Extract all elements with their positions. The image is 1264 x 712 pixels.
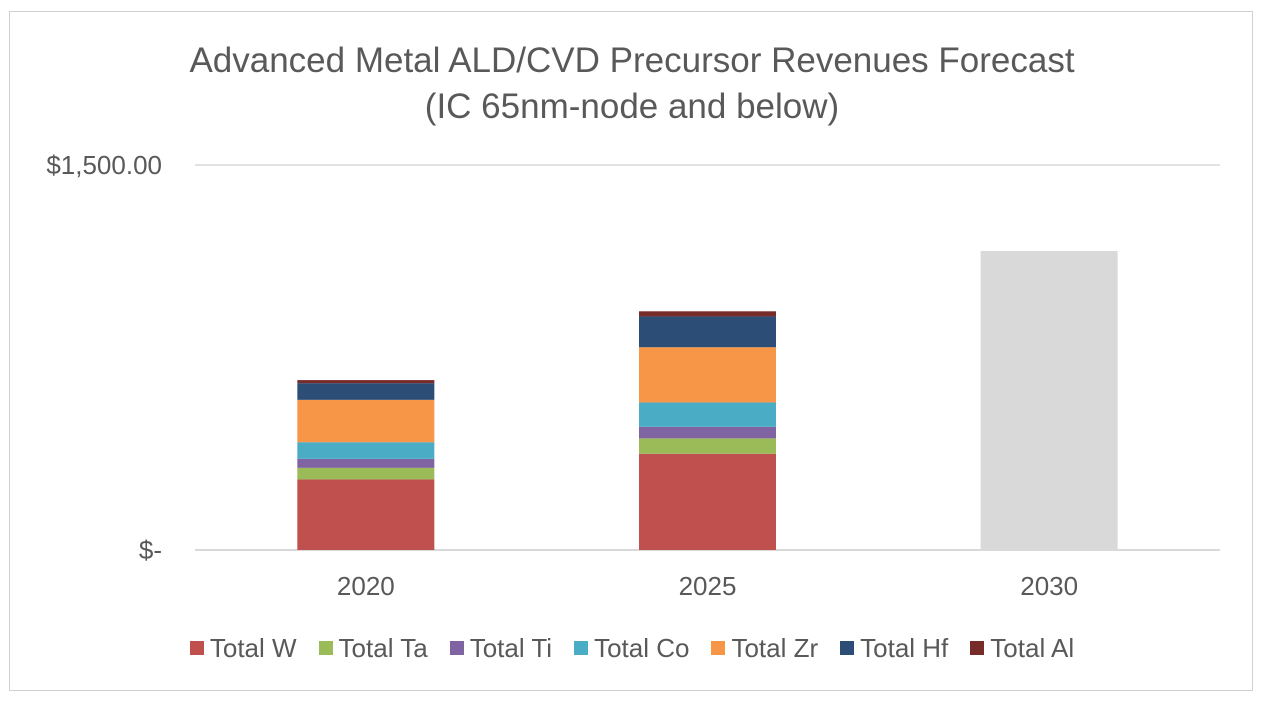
- chart-title: Advanced Metal ALD/CVD Precursor Revenue…: [189, 41, 1075, 80]
- legend-swatch: [189, 641, 204, 655]
- legend-swatch: [711, 641, 726, 655]
- y-tick-label: $-: [139, 535, 162, 565]
- x-tick-label: 2030: [1020, 571, 1078, 601]
- bar-segment-total-hf-2025: [639, 316, 776, 348]
- legend-label: Total Zr: [731, 632, 819, 663]
- legend-swatch: [970, 641, 985, 655]
- legend-swatch: [449, 641, 464, 655]
- legend-item: Total Ti: [449, 632, 553, 664]
- bar-segment-total-ti-2025: [639, 426, 776, 439]
- bar-segment-total-ta-2025: [639, 438, 776, 454]
- legend-label: Total Al: [990, 632, 1075, 663]
- bar-segment-total-co-2025: [639, 402, 776, 427]
- bar-segment-total-al-2025: [639, 311, 776, 317]
- legend-item: Total Zr: [711, 633, 818, 664]
- legend-label: Total Ti: [469, 632, 553, 663]
- bar-segment-total-zr-2020: [297, 399, 435, 443]
- legend-item: Total W: [189, 632, 297, 664]
- bar-segment-total-zr-2025: [639, 347, 776, 403]
- y-tick-label: $1,500.00: [46, 150, 162, 180]
- bar-segment-total-ta-2020: [297, 467, 435, 480]
- legend-item: Total Ta: [318, 632, 428, 664]
- legend-label: Total Hf: [860, 632, 949, 663]
- bar-segment-total-al-2020: [297, 380, 435, 384]
- legend-item: Total Hf: [840, 633, 948, 664]
- legend-label: Total Ta: [338, 632, 428, 663]
- bar-segment-total-w-2025: [639, 453, 776, 550]
- bar-segment-total-hf-2020: [297, 383, 435, 400]
- legend-swatch: [574, 641, 589, 655]
- bar-placeholder-2030: [980, 250, 1118, 550]
- legend-label: Total Co: [594, 632, 690, 663]
- legend-label: Total W: [209, 632, 297, 663]
- chart-legend: Total W Total Ta Total Ti Total Co Total Zr T…: [0, 628, 1264, 668]
- legend-item: Total Al: [970, 633, 1074, 664]
- bar-segment-total-co-2020: [297, 442, 435, 459]
- chart-subtitle: (IC 65nm-node and below): [424, 87, 840, 126]
- x-tick-label: 2025: [679, 571, 737, 601]
- bar-segment-total-w-2020: [297, 479, 435, 550]
- legend-item: Total Co: [574, 633, 689, 664]
- legend-swatch: [318, 641, 333, 655]
- legend-swatch: [840, 641, 855, 655]
- bar-segment-total-ti-2020: [297, 458, 435, 468]
- x-tick-label: 2020: [337, 571, 395, 601]
